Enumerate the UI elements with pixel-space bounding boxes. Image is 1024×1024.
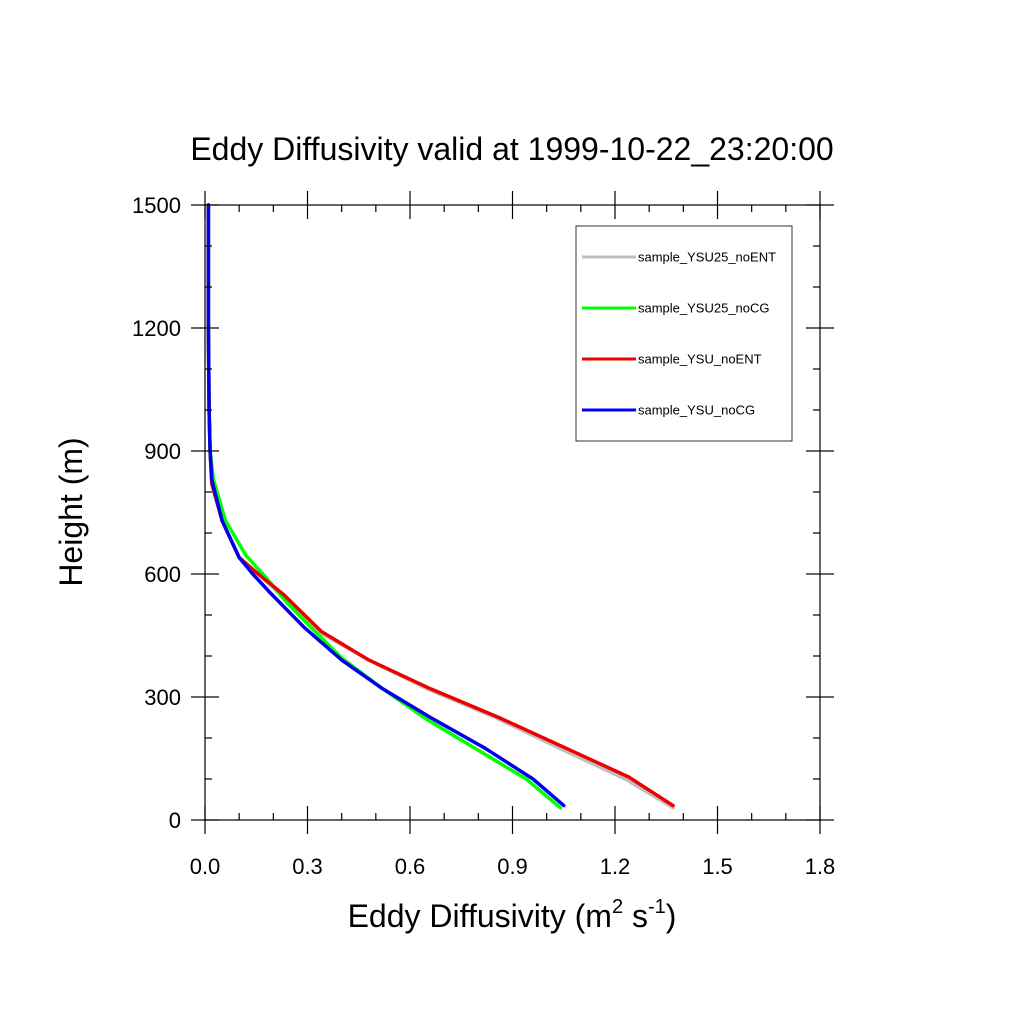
series-line-sample_YSU_noCG: [206, 203, 566, 808]
y-axis-ticks: 0 300 600 900 1200 1500: [132, 193, 834, 833]
x-tick-label: 0.3: [292, 854, 323, 879]
plot-lines: [206, 203, 675, 810]
x-axis-ticks: 0.0 0.3 0.6 0.9 1.2 1.5 1.8: [190, 191, 836, 879]
y-tick-label: 300: [144, 685, 181, 710]
series-line-sample_YSU25_noCG: [206, 203, 563, 810]
legend-label-sample_YSU25_noCG: sample_YSU25_noCG: [638, 301, 770, 316]
y-tick-label: 900: [144, 439, 181, 464]
legend-label-sample_YSU_noENT: sample_YSU_noENT: [638, 352, 762, 367]
x-tick-label: 1.8: [805, 854, 836, 879]
x-tick-label: 0.9: [497, 854, 528, 879]
y-axis-label: Height (m): [53, 437, 89, 586]
x-axis-label-base: Eddy Diffusivity (m: [348, 898, 612, 934]
x-tick-label: 1.2: [600, 854, 631, 879]
legend-box: [575, 225, 793, 442]
legend-label-sample_YSU25_noENT: sample_YSU25_noENT: [638, 250, 776, 265]
legend: sample_YSU25_noENT sample_YSU25_noCGsampl…: [575, 225, 793, 442]
y-tick-label: 1200: [132, 316, 181, 341]
legend-label-sample_YSU_noCG: sample_YSU_noCG: [638, 403, 755, 418]
x-tick-label: 0.0: [190, 854, 221, 879]
x-axis-label-sup2: -1: [648, 896, 666, 918]
y-tick-label: 600: [144, 562, 181, 587]
x-axis-label-end: ): [666, 898, 677, 934]
y-tick-label: 1500: [132, 193, 181, 218]
chart-title: Eddy Diffusivity valid at 1999-10-22_23:…: [190, 131, 833, 167]
x-tick-label: 1.5: [702, 854, 733, 879]
x-axis-label-mid: s: [623, 898, 648, 934]
x-axis-label-sup1: 2: [612, 896, 623, 918]
y-tick-label: 0: [169, 808, 181, 833]
x-tick-label: 0.6: [395, 854, 426, 879]
x-axis-label: Eddy Diffusivity (m2 s-1): [348, 896, 677, 934]
